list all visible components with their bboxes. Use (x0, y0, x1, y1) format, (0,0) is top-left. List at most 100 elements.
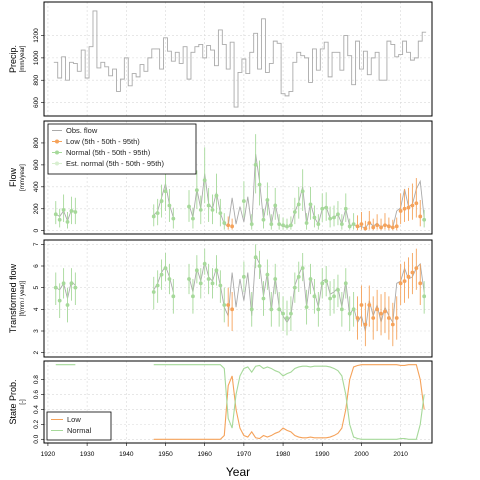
data-point-normal (289, 311, 293, 316)
panel-transformed: 2 3 4 5 6 7 Transformed flow [f(mm / year)] (8, 239, 433, 358)
x-tick-label: 1920 (41, 451, 56, 458)
data-point-normal (198, 207, 203, 212)
data-point-normal (285, 224, 289, 229)
data-point-normal (53, 285, 58, 290)
data-point-normal (69, 281, 74, 286)
legend-swatch-point (55, 161, 59, 166)
y-tick-label: 4 (33, 307, 40, 311)
data-point-normal (343, 206, 348, 211)
data-point-normal (300, 189, 305, 194)
y-axis-units: [mm/year] (20, 164, 26, 191)
legend-box (47, 123, 197, 175)
series-line-normal (153, 364, 425, 440)
data-point-normal (339, 307, 344, 312)
data-point-low (371, 316, 376, 320)
data-point-normal (277, 222, 282, 227)
data-point-low (402, 206, 407, 211)
data-point-normal (167, 203, 172, 208)
data-point-normal (53, 212, 58, 217)
data-point-normal (265, 272, 270, 277)
data-point-normal (194, 268, 199, 273)
y-tick-label: 600 (33, 97, 40, 108)
panel-precip: 600 800 1000 1200 Precip. [mm/year] (8, 1, 433, 117)
y-tick-label: 5 (33, 285, 40, 289)
panel-frame (43, 1, 433, 117)
data-point-low (355, 316, 360, 320)
data-point-normal (171, 216, 176, 221)
data-point-normal (151, 214, 156, 219)
y-tick-label: 600 (33, 159, 40, 170)
series-step-precip (53, 10, 427, 108)
data-point-low (359, 303, 364, 307)
series-line-low (153, 364, 425, 440)
data-point-normal (187, 204, 191, 209)
data-point-low (367, 221, 372, 225)
data-point-normal (159, 272, 164, 277)
data-point-normal (257, 182, 262, 187)
y-tick-label: 1000 (33, 50, 40, 65)
panel-flow: 0 200 400 600 800 Flow [mm/year] Obs. flow Low (… (8, 120, 433, 235)
panel-frame (43, 239, 433, 358)
data-point-low (390, 225, 395, 230)
data-point-normal (285, 316, 289, 320)
data-point-normal (159, 199, 164, 203)
data-point-normal (316, 222, 321, 227)
y-tick-label: 400 (33, 181, 40, 192)
legend-swatch-point (55, 150, 59, 155)
data-point-low (383, 223, 387, 228)
data-point-low (359, 222, 364, 227)
data-point-low (379, 311, 383, 316)
data-point-low (394, 224, 399, 229)
data-point-normal (257, 264, 262, 268)
data-point-normal (69, 209, 74, 213)
x-tick-label: 2010 (393, 451, 408, 458)
data-point-normal (289, 223, 293, 228)
data-point-normal (265, 198, 270, 202)
panel-state: 0.0 0.2 0.4 0.6 0.8 State Prob. [-] Low Normal (8, 360, 433, 444)
data-point-normal (57, 217, 62, 222)
y-axis-title: State Prob. (8, 379, 18, 424)
data-point-low (386, 316, 391, 320)
data-point-low (418, 214, 423, 219)
data-point-normal (281, 311, 285, 316)
y-axis-title: Precip. (8, 45, 18, 73)
data-point-normal (253, 162, 258, 167)
data-point-normal (316, 307, 321, 312)
data-point-normal (339, 222, 344, 227)
x-axis-title: Year (226, 465, 250, 479)
y-tick-label: 0.4 (33, 405, 40, 414)
data-point-normal (187, 277, 191, 281)
data-point-low (402, 279, 407, 284)
data-point-normal (163, 189, 168, 194)
y-tick-label: 0.6 (33, 390, 40, 399)
y-tick-label: 6 (33, 264, 40, 268)
data-point-low (371, 225, 376, 230)
data-point-low (410, 203, 415, 208)
data-point-normal (167, 277, 172, 281)
data-point-normal (73, 285, 78, 290)
data-point-normal (194, 188, 199, 193)
data-point-normal (277, 307, 282, 312)
data-point-normal (296, 274, 301, 279)
data-point-low (375, 307, 380, 312)
data-point-normal (218, 283, 223, 288)
data-point-low (398, 209, 403, 213)
data-point-low (226, 223, 231, 228)
data-point-normal (281, 223, 285, 228)
x-tick-label: 1950 (158, 451, 173, 458)
data-point-normal (269, 307, 274, 312)
x-tick-label: 1990 (315, 451, 330, 458)
data-point-normal (57, 298, 62, 303)
y-tick-label: 0.0 (33, 434, 40, 443)
x-tick-label: 2000 (354, 451, 369, 458)
data-point-low (398, 281, 403, 286)
data-point-normal (210, 281, 215, 286)
data-point-normal (343, 281, 348, 286)
data-point-normal (218, 211, 223, 216)
data-point-normal (61, 281, 66, 286)
data-point-normal (65, 220, 70, 224)
data-point-normal (332, 215, 336, 220)
data-point-normal (328, 296, 333, 301)
y-tick-label: 0.8 (33, 375, 40, 384)
